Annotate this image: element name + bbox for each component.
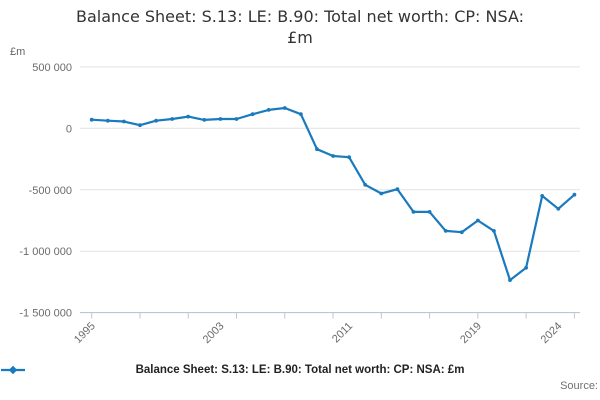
source-label: Source: [560,380,598,392]
x-tick-label: 2003 [201,320,227,346]
data-point[interactable] [508,278,512,282]
data-point[interactable] [299,112,303,117]
data-point[interactable] [443,229,448,233]
x-tick-label: 2011 [330,320,355,345]
data-point[interactable] [411,210,416,214]
x-tick-label: 2019 [458,320,484,346]
legend-label: Balance Sheet: S.13: LE: B.90: Total net… [135,364,465,376]
y-tick-label: 0 [66,123,72,135]
y-tick-label: -1 500 000 [19,308,72,320]
data-point[interactable] [363,182,368,187]
data-point[interactable] [524,265,528,270]
y-tick-label: -500 000 [29,185,72,197]
data-point[interactable] [379,191,384,196]
data-point[interactable] [347,155,351,160]
data-point[interactable] [331,154,335,158]
data-point[interactable] [202,118,207,122]
data-point[interactable] [282,106,287,110]
data-point[interactable] [572,192,577,197]
data-series-line[interactable] [91,106,576,282]
legend[interactable]: Balance Sheet: S.13: LE: B.90: Total net… [0,364,600,376]
data-point[interactable] [492,229,496,233]
chart-title-line2: £m [287,28,313,47]
chart-title-line1: Balance Sheet: S.13: LE: B.90: Total net… [75,7,525,26]
data-point[interactable] [540,194,545,198]
data-point[interactable] [315,147,319,152]
data-point[interactable] [218,117,223,121]
data-point[interactable] [459,230,464,235]
data-point[interactable] [170,117,175,121]
data-point[interactable] [234,117,239,121]
data-point[interactable] [266,108,271,112]
y-tick-label: -1 000 000 [19,246,72,258]
data-point[interactable] [186,114,191,119]
data-point[interactable] [476,218,480,223]
y-tick-label: 500 000 [32,62,72,74]
legend-line-marker-icon [1,365,25,375]
data-point[interactable] [89,117,94,122]
x-tick-label: 1995 [72,320,98,346]
data-point[interactable] [122,119,126,124]
data-point[interactable] [138,123,142,128]
chart-title: Balance Sheet: S.13: LE: B.90: Total net… [0,6,600,48]
data-point[interactable] [250,112,255,117]
data-point[interactable] [154,118,159,123]
x-tick-label: 2024 [539,320,565,346]
data-point[interactable] [556,206,561,211]
data-point[interactable] [395,187,400,192]
y-axis-unit-label: £m [10,46,26,58]
data-point[interactable] [105,118,110,123]
data-point[interactable] [427,210,432,214]
